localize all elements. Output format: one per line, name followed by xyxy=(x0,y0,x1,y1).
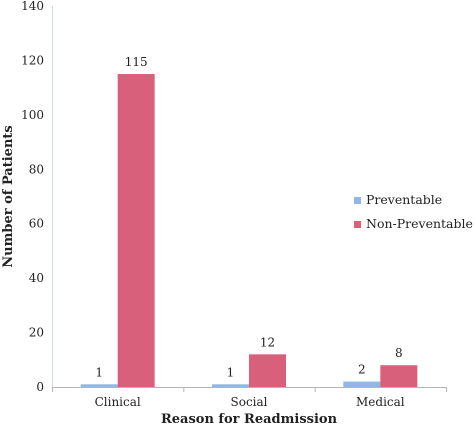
bar xyxy=(212,384,249,387)
data-label: 2 xyxy=(358,363,366,377)
bar xyxy=(80,384,118,387)
data-label: 1 xyxy=(95,365,103,379)
bar-series xyxy=(80,74,418,388)
legend-label: Non-Preventable xyxy=(366,216,473,231)
bar xyxy=(249,354,286,387)
data-labels: 1 115 1 12 2 8 xyxy=(95,55,402,379)
y-tick-label: 80 xyxy=(29,162,44,176)
x-axis-ticks xyxy=(52,387,447,392)
legend-label: Preventable xyxy=(366,192,442,207)
legend: Preventable Non-Preventable xyxy=(354,192,473,231)
data-label: 8 xyxy=(395,346,403,360)
legend-swatch xyxy=(354,197,361,204)
y-tick-label: 120 xyxy=(21,53,44,67)
y-tick-label: 0 xyxy=(36,380,44,394)
x-axis-title: Reason for Readmission xyxy=(161,412,338,427)
y-axis-ticks: 0 20 40 60 80 100 120 140 xyxy=(21,0,44,394)
x-category-label: Social xyxy=(231,395,268,409)
data-label: 115 xyxy=(125,55,148,69)
x-axis-category-labels: Clinical Social Medical xyxy=(95,395,405,409)
bar xyxy=(380,365,418,387)
y-tick-label: 100 xyxy=(21,108,44,122)
x-category-label: Clinical xyxy=(95,395,141,409)
data-label: 1 xyxy=(227,365,235,379)
data-label: 12 xyxy=(260,335,275,349)
y-tick-label: 140 xyxy=(21,0,44,13)
y-tick-label: 20 xyxy=(29,326,44,340)
x-category-label: Medical xyxy=(356,395,405,409)
y-axis-title: Number of Patients xyxy=(1,125,16,267)
y-tick-label: 60 xyxy=(29,217,44,231)
legend-swatch xyxy=(354,221,361,228)
y-tick-label: 40 xyxy=(29,271,44,285)
bar xyxy=(343,381,381,387)
bar xyxy=(117,74,155,388)
